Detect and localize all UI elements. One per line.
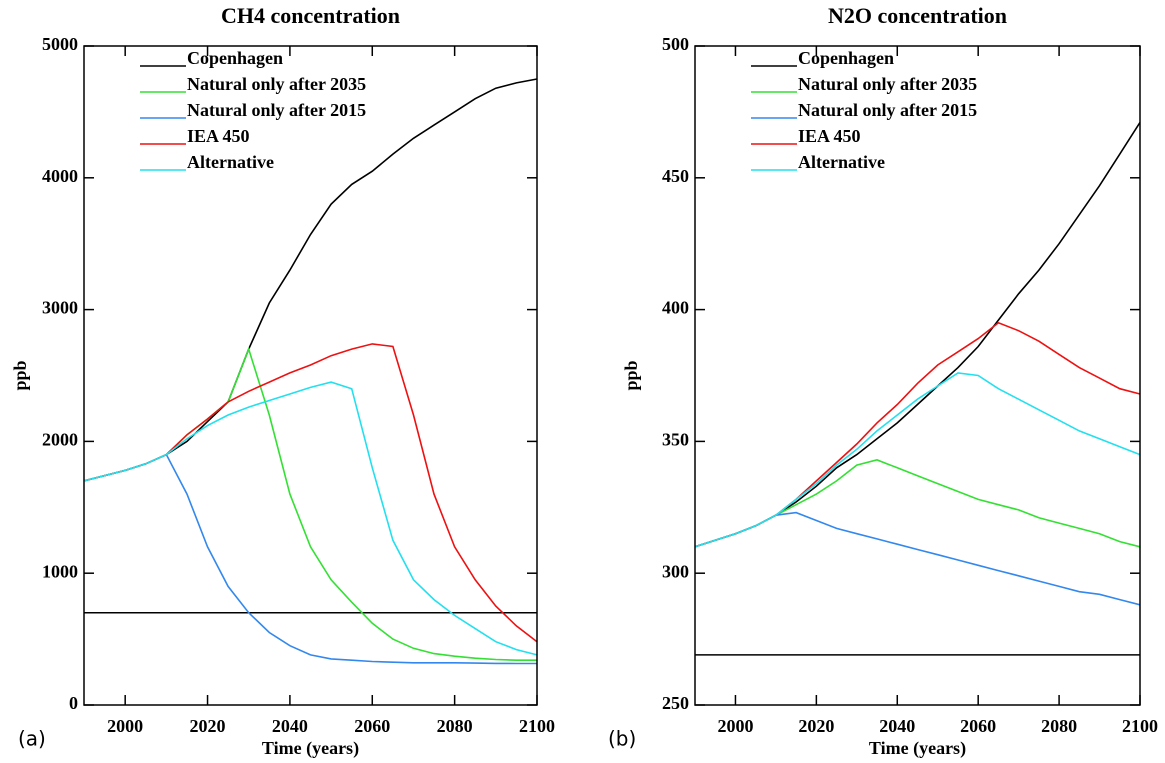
series-line: [694, 511, 1141, 606]
x-tick-label: 2000: [107, 716, 143, 736]
x-tick-label: 2040: [879, 716, 915, 736]
x-axis-label: Time (years): [869, 738, 966, 759]
chart-title: CH4 concentration: [221, 3, 400, 28]
series-line: [83, 78, 538, 482]
x-tick-label: 2020: [190, 716, 226, 736]
y-tick-label: 0: [69, 693, 78, 713]
y-tick-label: 500: [662, 34, 689, 54]
x-tick-label: 2020: [798, 716, 834, 736]
series-line: [83, 381, 538, 656]
y-axis-label: ppb: [621, 360, 641, 390]
y-tick-label: 300: [662, 561, 689, 581]
x-tick-label: 2080: [437, 716, 473, 736]
x-tick-label: 2060: [354, 716, 390, 736]
legend-label: Alternative: [798, 152, 885, 172]
series-line: [694, 459, 1141, 548]
series-line: [83, 453, 537, 665]
y-tick-label: 2000: [42, 430, 78, 450]
x-tick-label: 2100: [519, 716, 555, 736]
legend-label: IEA 450: [187, 126, 250, 146]
legend-label: Natural only after 2035: [798, 74, 977, 94]
legend-label: Natural only after 2015: [187, 100, 366, 120]
y-tick-label: 450: [662, 166, 689, 186]
legend-label: Natural only after 2015: [798, 100, 977, 120]
legend-label: Copenhagen: [798, 48, 894, 68]
plot-frame: [83, 45, 538, 706]
legend-label: Natural only after 2035: [187, 74, 366, 94]
y-tick-label: 250: [662, 693, 689, 713]
x-tick-label: 2060: [960, 716, 996, 736]
series-line: [694, 372, 1141, 548]
x-axis-label: Time (years): [262, 738, 359, 759]
x-tick-label: 2100: [1122, 716, 1158, 736]
series-line: [83, 343, 538, 643]
y-tick-label: 4000: [42, 166, 78, 186]
x-tick-label: 2000: [717, 716, 753, 736]
panel-label: (a): [18, 727, 46, 751]
legend-label: Copenhagen: [187, 48, 283, 68]
y-tick-label: 3000: [42, 298, 78, 318]
series-line: [694, 121, 1141, 548]
y-tick-label: 350: [662, 430, 689, 450]
y-tick-label: 400: [662, 298, 689, 318]
legend-label: IEA 450: [798, 126, 861, 146]
panel-label: (b): [608, 727, 636, 751]
x-tick-label: 2040: [272, 716, 308, 736]
y-tick-label: 5000: [42, 34, 78, 54]
x-tick-label: 2080: [1041, 716, 1077, 736]
y-tick-label: 1000: [42, 561, 78, 581]
legend-label: Alternative: [187, 152, 274, 172]
plot-frame: [694, 45, 1141, 706]
series-line: [694, 321, 1141, 548]
series-line: [83, 346, 537, 661]
y-axis-label: ppb: [10, 360, 30, 390]
chart-title: N2O concentration: [828, 3, 1007, 28]
